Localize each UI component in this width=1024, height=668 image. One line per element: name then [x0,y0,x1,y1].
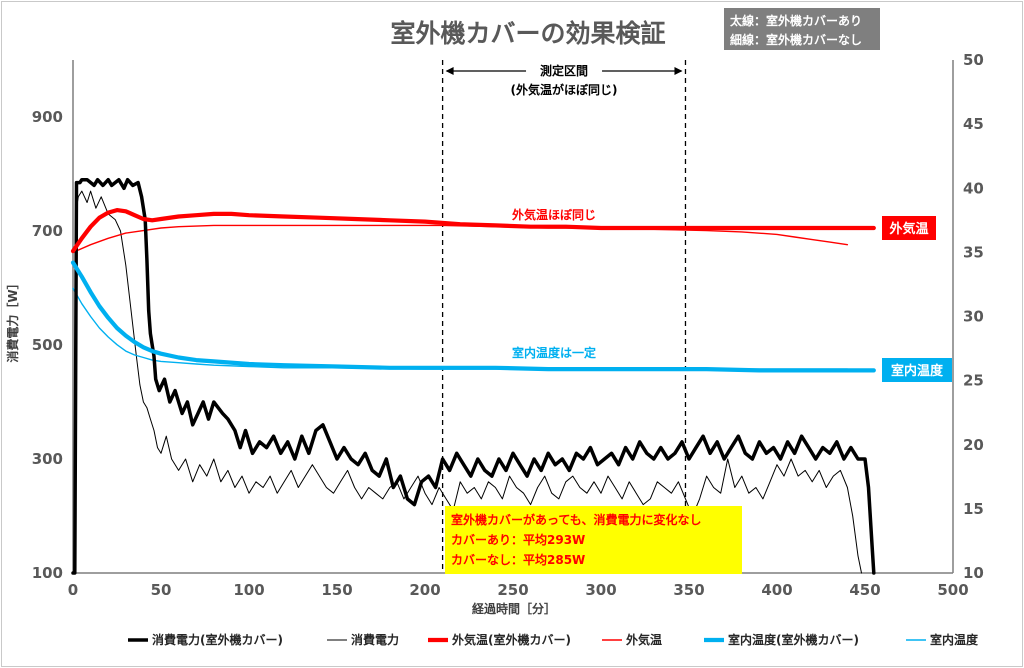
legend-label: 消費電力(室外機カバー) [152,632,283,647]
x-axis-title: 経過時間［分］ [472,601,556,616]
measurement-interval: 測定区間 (外気温がほぼ同じ) [441,60,687,573]
tag-indoor: 室内温度 [882,358,952,382]
y-left-tick-label: 100 [32,564,63,582]
tag-indoor-label: 室内温度 [891,363,944,379]
legend-label: 室内温度(室外機カバー) [728,632,859,647]
y-left-tick-label: 500 [32,336,63,354]
interval-sublabel: (外気温がほぼ同じ) [511,82,618,97]
x-tick-label: 200 [409,581,440,599]
y-axis-title: 消費電力［W］ [5,277,20,362]
arrow-left-head [445,67,454,75]
y-left-tick-label: 900 [32,108,63,126]
result-line-1: 室外機カバーがあっても、消費電力に変化なし [451,512,701,527]
result-line-2: カバーあり：平均293W [451,532,585,547]
indoor-constant-annotation: 室内温度は一定 [512,345,596,360]
y-right-tick-label: 45 [963,115,984,133]
legend-label: 外気温(室外機カバー) [452,632,571,647]
note-line-1: 太線：室外機カバーあり [730,13,862,28]
result-line-3: カバーなし：平均285W [451,552,585,567]
y-right-tick-label: 20 [963,436,984,454]
outdoor-same-annotation: 外気温ほぼ同じ [512,207,596,222]
tag-outdoor: 外気温 [882,216,936,240]
tag-outdoor-label: 外気温 [888,221,928,237]
y-right-tick-label: 30 [963,308,984,326]
interval-label: 測定区間 [540,63,588,78]
y-right-tick-label: 40 [963,179,984,197]
chart-title: 室外機カバーの効果検証 [390,19,665,48]
y-right-tick-label: 10 [963,564,984,582]
y-right-tick-label: 25 [963,372,984,390]
legend-label: 外気温 [626,632,662,647]
x-tick-label: 0 [68,581,78,599]
x-tick-label: 350 [673,581,704,599]
series-lines [70,177,876,575]
axes: 0 50 100 150 200 250 300 350 400 450 500 100 300 500 7… [32,51,984,599]
series-power [72,190,862,574]
y-left-tick-label: 700 [32,222,63,240]
x-tick-label: 500 [937,581,968,599]
y-right-tick-label: 50 [963,51,984,69]
note-line-2: 細線：室外機カバーなし [730,32,862,47]
result-box: 室外機カバーがあっても、消費電力に変化なし カバーあり：平均293W カバーなし… [445,506,742,574]
series-outdoor-cover [70,208,876,254]
x-tick-label: 250 [497,581,528,599]
series-indoor-cover [70,260,876,373]
y-right-tick-label: 35 [963,243,984,261]
legend-label: 消費電力 [351,632,399,647]
y-left-tick-label: 300 [32,450,63,468]
y-right-tick-label: 15 [963,500,984,518]
x-tick-label: 300 [585,581,616,599]
x-tick-label: 150 [321,581,352,599]
x-tick-label: 100 [233,581,264,599]
x-tick-label: 50 [151,581,172,599]
legend: 消費電力(室外機カバー) 消費電力 外気温(室外機カバー) 外気温 室内温度(室外機カバ… [128,632,979,647]
x-tick-label: 450 [849,581,880,599]
legend-label: 室内温度 [930,632,979,647]
line-style-note: 太線：室外機カバーあり 細線：室外機カバーなし [724,8,880,50]
x-tick-label: 400 [761,581,792,599]
series-outdoor [72,224,849,254]
arrow-right-head [674,67,683,75]
